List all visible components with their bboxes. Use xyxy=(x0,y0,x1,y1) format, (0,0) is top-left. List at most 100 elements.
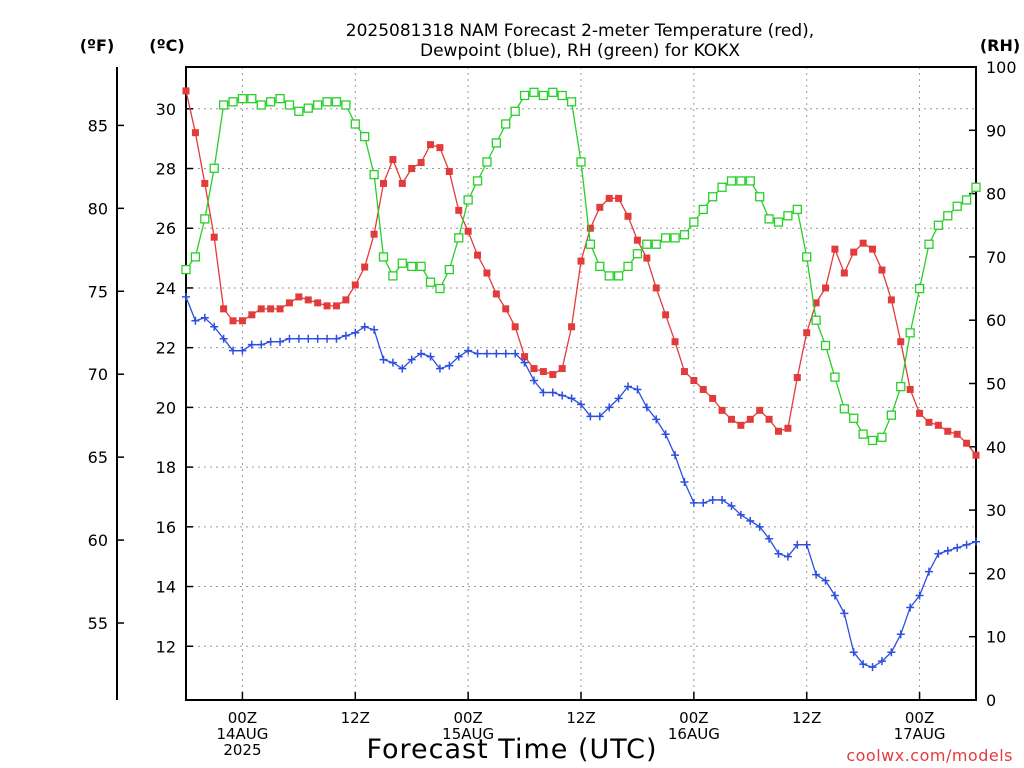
dewpoint-marker xyxy=(624,382,633,391)
dewpoint-marker xyxy=(257,340,266,349)
chart-title-line-1: 2025081318 NAM Forecast 2-meter Temperat… xyxy=(346,21,814,41)
rh-unit-label: (RH) xyxy=(980,36,1020,55)
temperature-marker xyxy=(408,165,416,173)
rh-marker xyxy=(613,271,624,281)
rh-marker xyxy=(303,103,313,113)
dewpoint-marker xyxy=(859,660,868,669)
temperature-marker xyxy=(831,245,839,253)
temperature-marker xyxy=(483,269,491,277)
rh-tick-label: 80 xyxy=(986,185,1006,204)
temperature-marker xyxy=(690,377,698,385)
temperature-marker xyxy=(746,415,754,423)
x-tick-label: 12Z xyxy=(341,709,370,727)
fahrenheit-tick-label: 60 xyxy=(88,531,108,550)
temperature-marker xyxy=(511,323,519,331)
x-axis-title: Forecast Time (UTC) xyxy=(366,734,657,765)
temperature-marker xyxy=(934,421,942,429)
rh-marker xyxy=(190,252,201,262)
temperature-marker xyxy=(671,338,679,346)
rh-tick-label: 50 xyxy=(986,375,1006,394)
rh-marker xyxy=(886,410,897,420)
temperature-marker xyxy=(784,424,792,432)
rh-marker xyxy=(896,382,906,392)
x-tick-label: 00Z xyxy=(905,709,934,727)
temperature-marker xyxy=(652,284,660,292)
dewpoint-marker xyxy=(332,334,341,343)
rh-tick-label: 10 xyxy=(986,628,1006,647)
temperature-marker xyxy=(210,233,218,241)
rh-marker xyxy=(416,261,426,272)
temperature-marker xyxy=(436,144,444,152)
dewpoint-marker xyxy=(360,322,369,331)
temperature-marker xyxy=(304,296,312,304)
rh-marker xyxy=(378,252,389,262)
temperature-marker xyxy=(285,299,293,307)
rh-marker xyxy=(388,271,398,281)
temperature-marker xyxy=(191,129,199,137)
rh-marker xyxy=(482,157,492,167)
temperature-marker xyxy=(605,194,613,202)
chart-title-line-2: Dewpoint (blue), RH (green) for KOKX xyxy=(420,41,740,61)
dewpoint-marker xyxy=(567,394,576,403)
rh-marker xyxy=(425,277,436,287)
rh-marker xyxy=(247,94,257,104)
temperature-marker xyxy=(267,305,275,313)
temperature-marker xyxy=(248,311,256,319)
dewpoint-marker xyxy=(793,540,802,549)
rh-marker xyxy=(350,119,360,129)
rh-marker xyxy=(463,195,473,205)
dewpoint-marker xyxy=(708,495,717,504)
rh-marker xyxy=(444,264,454,275)
dewpoint-marker xyxy=(182,292,190,301)
fahrenheit-tick-label: 65 xyxy=(88,448,108,467)
temperature-marker xyxy=(756,406,764,414)
temperature-marker xyxy=(850,248,858,256)
temperature-marker xyxy=(342,296,350,304)
temperature-marker xyxy=(916,409,924,417)
temperature-marker xyxy=(840,269,848,277)
celsius-tick-label: 24 xyxy=(156,279,176,298)
rh-marker xyxy=(755,192,765,202)
dewpoint-marker xyxy=(464,346,473,355)
rh-marker xyxy=(331,97,342,107)
dewpoint-marker xyxy=(370,325,379,334)
temperature-marker xyxy=(492,290,500,298)
temperature-marker xyxy=(953,430,961,438)
fahrenheit-tick-label: 70 xyxy=(88,365,108,384)
temperature-marker xyxy=(332,302,340,310)
dewpoint-marker xyxy=(492,349,501,358)
temperature-marker xyxy=(276,305,284,313)
celsius-tick-label: 20 xyxy=(156,398,176,417)
rh-marker xyxy=(642,239,652,249)
dewpoint-marker xyxy=(595,412,604,421)
rh-marker xyxy=(256,100,266,110)
dewpoint-marker xyxy=(219,334,228,343)
temperature-marker xyxy=(549,371,557,379)
rh-marker xyxy=(943,211,953,221)
dewpoint-marker xyxy=(238,346,247,355)
x-tick-label: 14AUG xyxy=(216,725,268,743)
temperature-marker xyxy=(633,236,641,244)
rh-marker xyxy=(736,176,746,186)
dewpoint-marker xyxy=(379,355,388,364)
dewpoint-marker xyxy=(877,657,886,666)
temperature-marker xyxy=(464,227,472,235)
rh-marker xyxy=(181,264,191,275)
temperature-marker xyxy=(558,365,566,373)
dewpoint-marker xyxy=(323,334,332,343)
temperature-marker xyxy=(238,317,246,325)
temperature-marker xyxy=(963,439,971,447)
rh-marker xyxy=(820,340,831,351)
rh-marker xyxy=(632,249,643,259)
dewpoint-marker xyxy=(840,609,849,618)
rh-marker xyxy=(200,214,210,224)
temperature-marker xyxy=(568,323,576,331)
rh-marker xyxy=(294,106,304,116)
temperature-marker xyxy=(718,406,726,414)
rh-marker xyxy=(830,372,840,382)
rh-marker xyxy=(698,204,708,215)
dewpoint-marker xyxy=(577,400,585,409)
temperature-marker xyxy=(775,427,782,435)
rh-tick-label: 100 xyxy=(986,58,1017,77)
rh-marker xyxy=(867,435,878,446)
